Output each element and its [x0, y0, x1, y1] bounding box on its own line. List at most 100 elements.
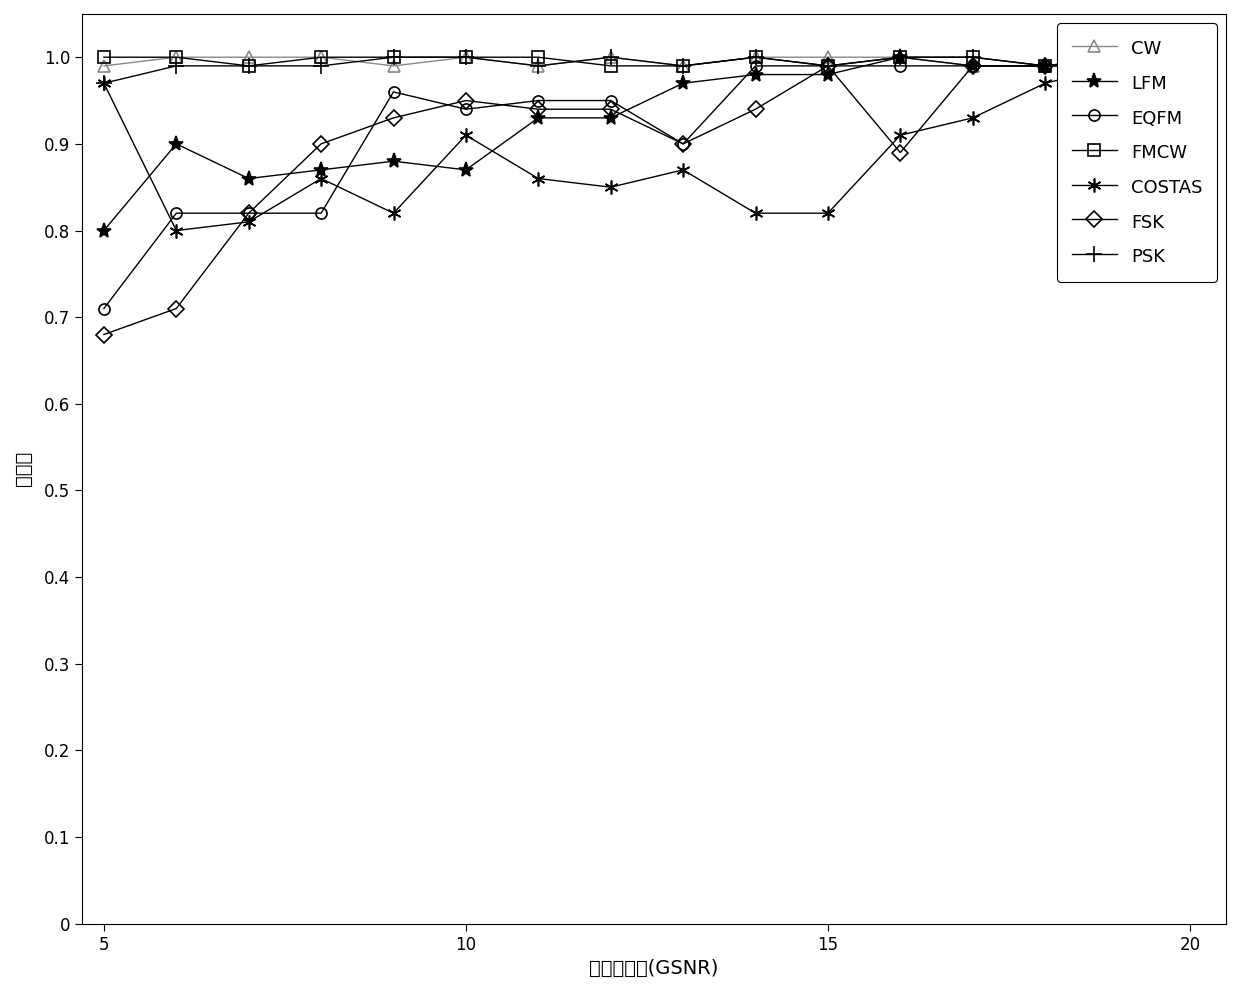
- COSTAS: [604, 182, 619, 193]
- LFM: [1110, 52, 1125, 63]
- PSK: [1038, 60, 1053, 71]
- FSK: [97, 328, 112, 340]
- COSTAS: [893, 129, 908, 141]
- FSK: [314, 138, 329, 150]
- CW: [821, 52, 836, 63]
- CW: [965, 60, 980, 71]
- FMCW: [748, 52, 763, 63]
- PSK: [821, 60, 836, 71]
- COSTAS: [1038, 77, 1053, 89]
- LFM: [1183, 60, 1198, 71]
- COSTAS: [676, 164, 691, 176]
- Line: COSTAS: COSTAS: [97, 59, 1197, 237]
- Line: FMCW: FMCW: [98, 52, 1195, 71]
- FMCW: [604, 60, 619, 71]
- COSTAS: [169, 224, 184, 236]
- PSK: [1110, 52, 1125, 63]
- LFM: [386, 155, 401, 167]
- CW: [604, 52, 619, 63]
- LFM: [1038, 60, 1053, 71]
- PSK: [893, 52, 908, 63]
- EQFM: [676, 138, 691, 150]
- FMCW: [893, 52, 908, 63]
- PSK: [748, 52, 763, 63]
- FSK: [821, 60, 836, 71]
- LFM: [965, 60, 980, 71]
- LFM: [748, 68, 763, 80]
- EQFM: [314, 207, 329, 219]
- LFM: [314, 164, 329, 176]
- FMCW: [676, 60, 691, 71]
- CW: [531, 60, 546, 71]
- LFM: [459, 164, 474, 176]
- COSTAS: [965, 112, 980, 124]
- FSK: [459, 94, 474, 106]
- FSK: [748, 103, 763, 115]
- FSK: [531, 103, 546, 115]
- LFM: [531, 112, 546, 124]
- COSTAS: [531, 173, 546, 185]
- PSK: [676, 60, 691, 71]
- CW: [676, 60, 691, 71]
- Y-axis label: 识别率: 识别率: [14, 451, 33, 486]
- CW: [97, 60, 112, 71]
- CW: [893, 52, 908, 63]
- Line: LFM: LFM: [97, 50, 1198, 238]
- FMCW: [169, 52, 184, 63]
- COSTAS: [97, 77, 112, 89]
- FSK: [893, 147, 908, 159]
- EQFM: [1038, 60, 1053, 71]
- FMCW: [1183, 52, 1198, 63]
- EQFM: [531, 94, 546, 106]
- FMCW: [531, 52, 546, 63]
- PSK: [965, 52, 980, 63]
- COSTAS: [386, 207, 401, 219]
- Line: CW: CW: [98, 52, 1195, 71]
- COSTAS: [242, 216, 257, 228]
- EQFM: [97, 303, 112, 314]
- CW: [242, 52, 257, 63]
- PSK: [531, 60, 546, 71]
- CW: [748, 52, 763, 63]
- Line: FSK: FSK: [98, 61, 1195, 340]
- EQFM: [1110, 60, 1125, 71]
- COSTAS: [748, 207, 763, 219]
- COSTAS: [1110, 60, 1125, 71]
- FMCW: [965, 52, 980, 63]
- LFM: [821, 68, 836, 80]
- FMCW: [314, 52, 329, 63]
- FMCW: [242, 60, 257, 71]
- PSK: [1183, 52, 1198, 63]
- LFM: [893, 52, 908, 63]
- LFM: [242, 173, 257, 185]
- CW: [386, 60, 401, 71]
- LFM: [169, 138, 184, 150]
- PSK: [169, 60, 184, 71]
- FSK: [604, 103, 619, 115]
- Line: EQFM: EQFM: [98, 61, 1195, 314]
- FSK: [1110, 60, 1125, 71]
- PSK: [604, 52, 619, 63]
- FMCW: [1038, 60, 1053, 71]
- LFM: [604, 112, 619, 124]
- X-axis label: 广义信噪比(GSNR): 广义信噪比(GSNR): [589, 959, 719, 978]
- CW: [314, 52, 329, 63]
- Legend: CW, LFM, EQFM, FMCW, COSTAS, FSK, PSK: CW, LFM, EQFM, FMCW, COSTAS, FSK, PSK: [1058, 23, 1218, 282]
- EQFM: [893, 60, 908, 71]
- EQFM: [1183, 60, 1198, 71]
- PSK: [459, 52, 474, 63]
- FSK: [242, 207, 257, 219]
- LFM: [97, 224, 112, 236]
- FMCW: [459, 52, 474, 63]
- COSTAS: [459, 129, 474, 141]
- COSTAS: [821, 207, 836, 219]
- Line: PSK: PSK: [97, 50, 1198, 91]
- FSK: [386, 112, 401, 124]
- CW: [1110, 52, 1125, 63]
- COSTAS: [314, 173, 329, 185]
- FSK: [1038, 60, 1053, 71]
- EQFM: [242, 207, 257, 219]
- CW: [169, 52, 184, 63]
- FSK: [1183, 60, 1198, 71]
- PSK: [242, 60, 257, 71]
